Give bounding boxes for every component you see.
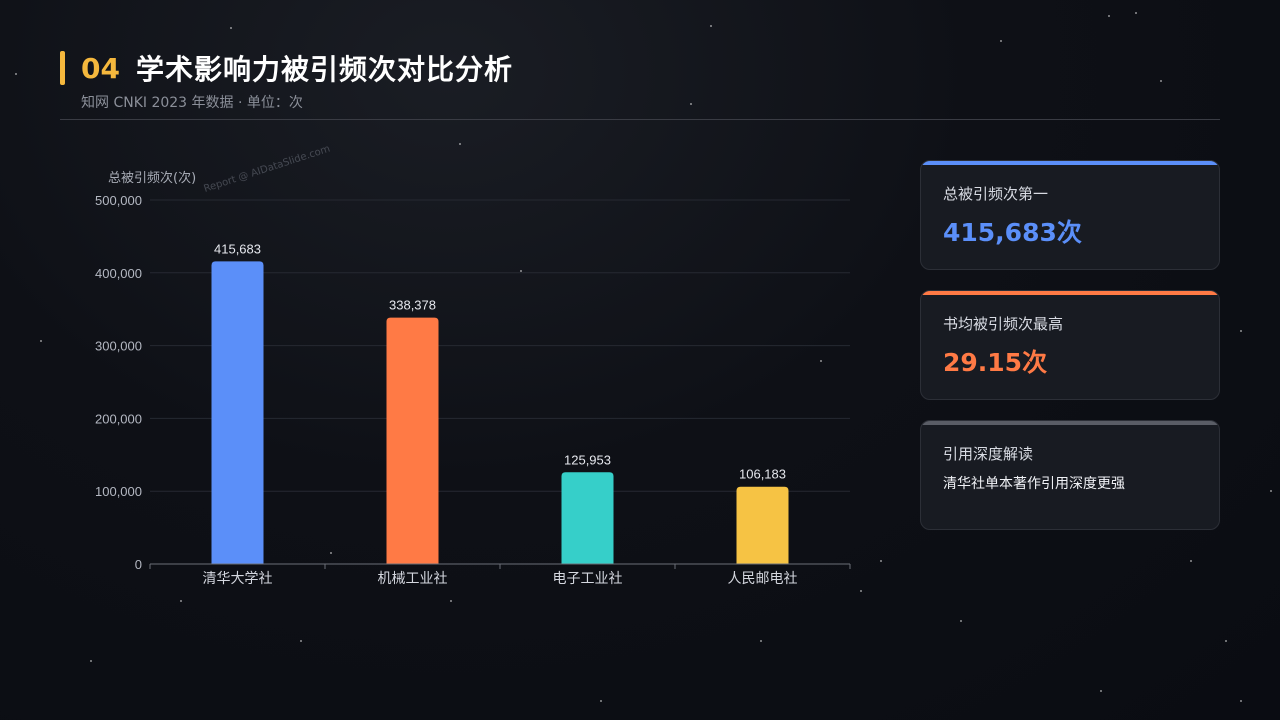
card-value: 415,683次: [943, 218, 1082, 247]
star-dot: [1190, 560, 1192, 562]
x-axis: 清华大学社 机械工业社 电子工业社 人民邮电社: [149, 563, 851, 587]
title-accent-bar: [60, 51, 65, 85]
x-tick-label: 清华大学社: [203, 571, 273, 587]
star-dot: [1240, 700, 1242, 702]
star-dot: [90, 660, 92, 662]
star-dot: [600, 700, 602, 702]
y-axis-ticks: 0 100,000 200,000 300,000 400,000 500,000: [95, 193, 142, 572]
y-axis-label: 总被引频次(次): [108, 170, 196, 186]
bar-value-labels: 415,683 338,378 125,953 106,183: [214, 241, 786, 481]
card-top-stripe: [921, 291, 1219, 295]
bar-value-label: 125,953: [564, 452, 611, 467]
stat-card-total-citations: 总被引频次第一 415,683次: [920, 160, 1220, 270]
star-dot: [960, 620, 962, 622]
bar-4: [736, 486, 789, 564]
y-tick-label: 0: [135, 557, 142, 572]
bar-1: [211, 261, 264, 564]
bar-value-label: 415,683: [214, 241, 261, 256]
y-tick-label: 100,000: [95, 484, 142, 499]
y-tick-label: 500,000: [95, 193, 142, 208]
y-tick-label: 400,000: [95, 266, 142, 281]
section-number: 04: [81, 51, 120, 85]
page-title: 学术影响力被引频次对比分析: [135, 53, 513, 86]
star-dot: [1225, 640, 1227, 642]
card-top-stripe: [921, 161, 1219, 165]
citation-bar-chart: 0 100,000 200,000 300,000 400,000 500,000 415…: [95, 144, 851, 587]
bar-3: [561, 472, 614, 564]
card-top-stripe: [921, 421, 1219, 425]
card-label: 书均被引频次最高: [943, 315, 1064, 333]
star-dot: [1100, 690, 1102, 692]
star-dot: [760, 640, 762, 642]
chart-bars: [211, 261, 789, 564]
title-row: 04 学术影响力被引频次对比分析: [60, 48, 1220, 88]
star-dot: [300, 640, 302, 642]
x-tick-label: 机械工业社: [378, 571, 448, 587]
page-header: 04 学术影响力被引频次对比分析 知网 CNKI 2023 年数据 · 单位：次: [60, 48, 1220, 112]
page-subtitle: 知网 CNKI 2023 年数据 · 单位：次: [81, 95, 303, 111]
insight-card-citation-depth: 引用深度解读 清华社单本著作引用深度更强: [920, 420, 1220, 530]
star-dot: [1270, 490, 1272, 492]
watermark-text: Report @ AIDataSlide.com: [203, 144, 332, 195]
card-insight-text: 清华社单本著作引用深度更强: [943, 476, 1125, 492]
card-value: 29.15次: [943, 348, 1048, 377]
stat-card-avg-citations: 书均被引频次最高 29.15次: [920, 290, 1220, 400]
star-dot: [710, 25, 712, 27]
bar-2: [386, 317, 439, 564]
card-label: 引用深度解读: [943, 445, 1034, 463]
star-dot: [230, 27, 232, 29]
star-dot: [1000, 40, 1002, 42]
bar-value-label: 338,378: [389, 298, 436, 313]
star-dot: [15, 73, 17, 75]
star-dot: [1240, 330, 1242, 332]
card-label: 总被引频次第一: [943, 185, 1049, 203]
y-tick-label: 300,000: [95, 339, 142, 354]
star-dot: [1108, 15, 1110, 17]
bar-value-label: 106,183: [739, 467, 786, 482]
x-tick-label: 电子工业社: [553, 571, 623, 587]
chart-gridlines: [150, 199, 850, 492]
star-dot: [1135, 12, 1137, 14]
header-divider: [60, 119, 1220, 120]
x-tick-label: 人民邮电社: [728, 571, 798, 587]
y-tick-label: 200,000: [95, 411, 142, 426]
